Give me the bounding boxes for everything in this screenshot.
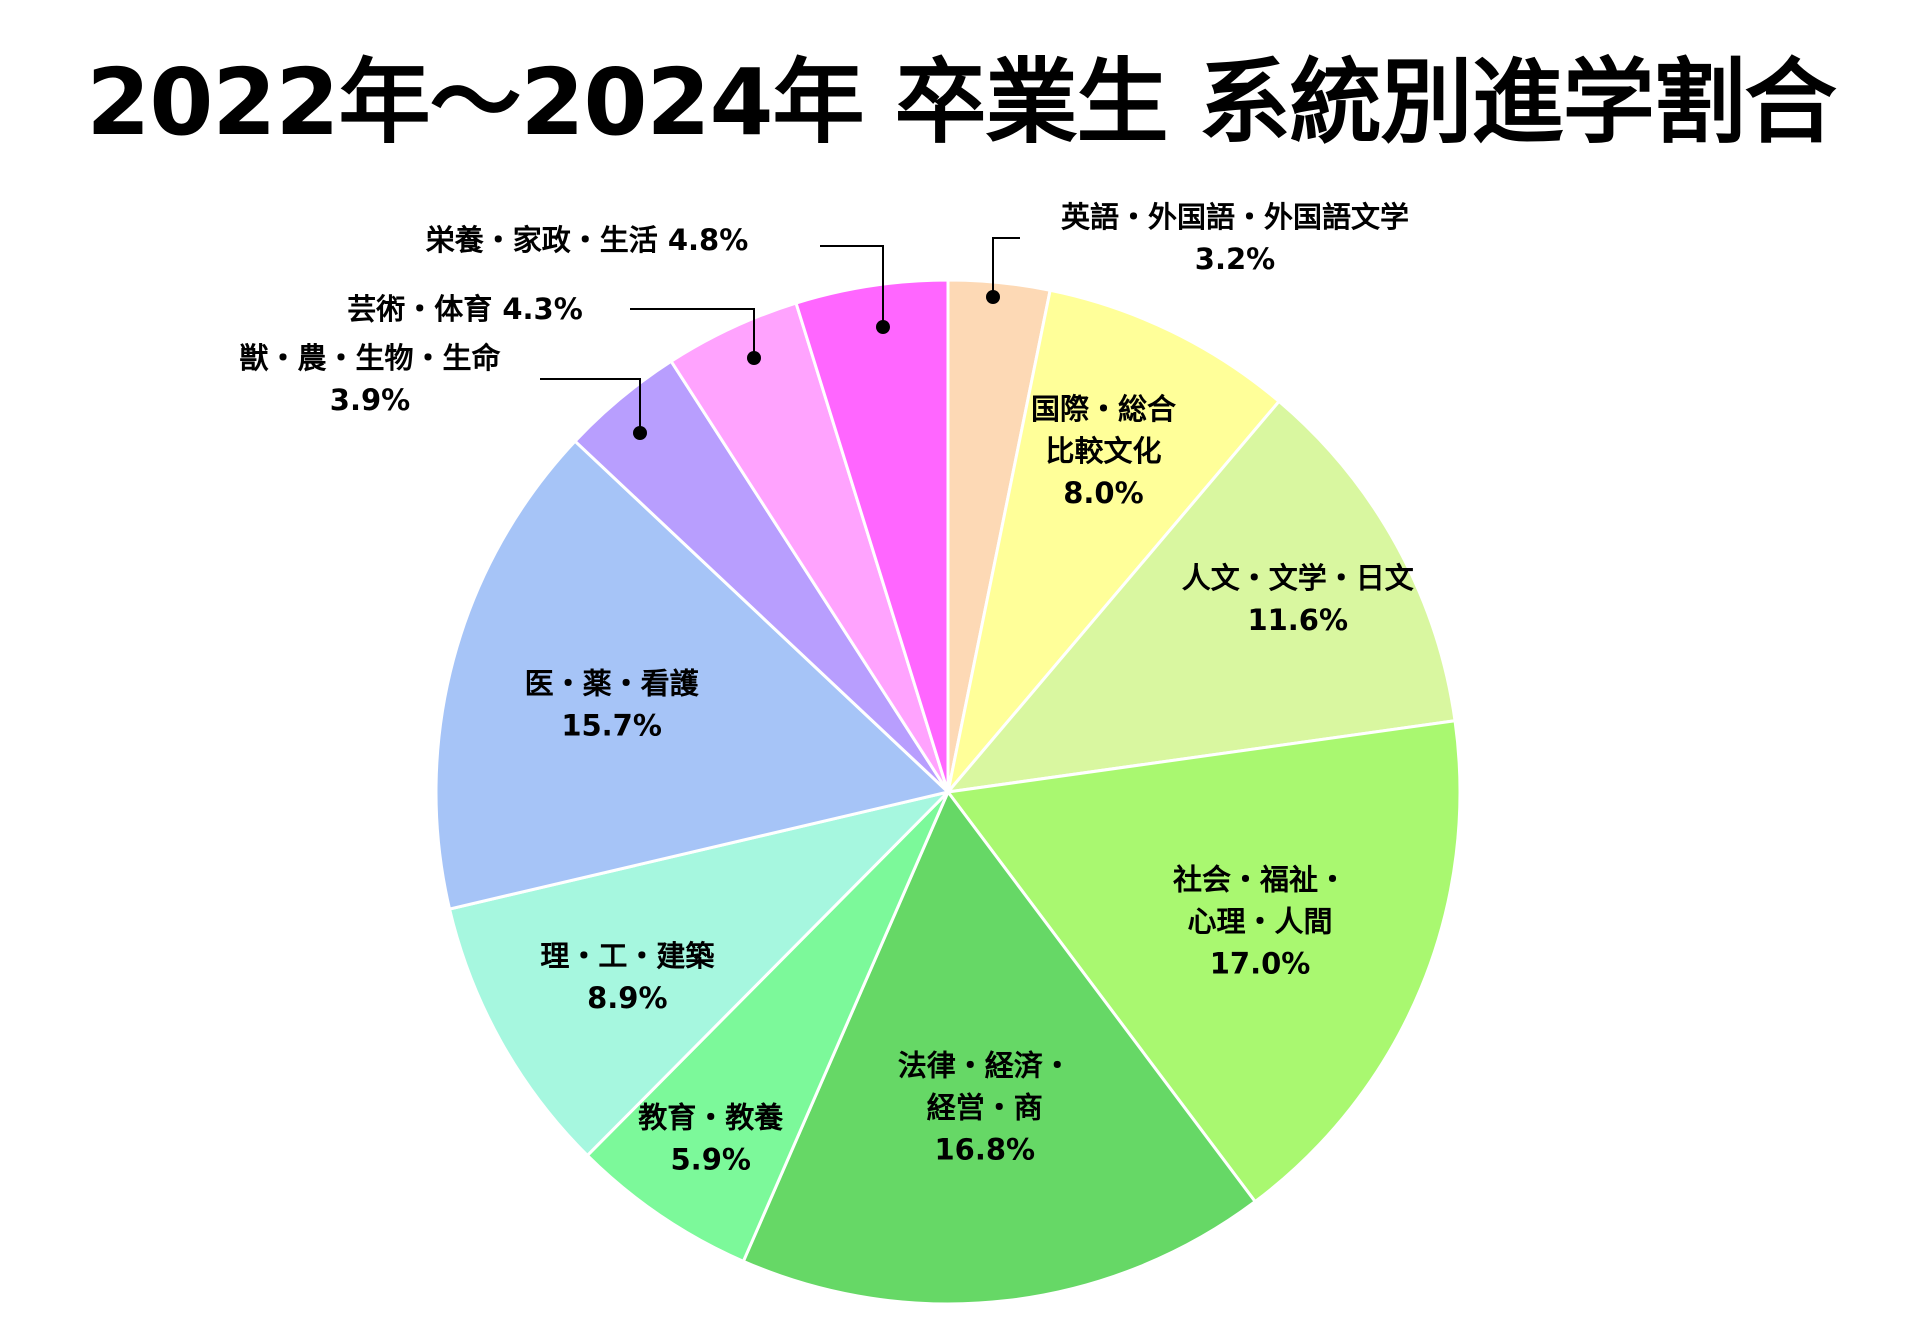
leader-dot (633, 426, 647, 440)
slice-label: 獣・農・生物・生命 3.9% (239, 341, 501, 417)
slice-label-line: 芸術・体育 4.3% (347, 292, 583, 326)
slice-label: 医・薬・看護 15.7% (525, 666, 700, 742)
slice-label-line: 獣・農・生物・生命 (239, 341, 501, 375)
slice-label-line: 8.9% (587, 981, 667, 1015)
slice-label: 栄養・家政・生活 4.8% (426, 223, 749, 257)
slice-label-line: 17.0% (1210, 947, 1311, 981)
slice-labels: 英語・外国語・外国語文学 3.2% 国際・総合比較文化 8.0% 人文・文学・日文 11.… (239, 200, 1414, 1176)
leader-line (992, 237, 1020, 297)
slice-label-line: 社会・福祉・ (1173, 863, 1347, 897)
slice-label-line: 8.0% (1063, 476, 1143, 510)
slice-label-line: 11.6% (1247, 603, 1348, 637)
pie-slice (447, 789, 953, 1158)
pie-slices (434, 278, 1462, 1306)
slice-label: 法律・経済・経営・商 16.8% (898, 1048, 1072, 1166)
slice-label-line: 栄養・家政・生活 4.8% (426, 223, 749, 257)
slice-label-line: 国際・総合 (1031, 392, 1176, 426)
pie-slice (794, 278, 950, 793)
pie-slice (945, 719, 1462, 1204)
slice-label: 人文・文学・日文 11.6% (1182, 561, 1415, 637)
pie-slice (946, 288, 1282, 793)
pie-slice (434, 439, 952, 911)
slice-label-line: 法律・経済・ (898, 1048, 1072, 1082)
leader-dot (876, 320, 890, 334)
slice-label-line: 理・工・建築 (540, 939, 715, 973)
slice-label: 英語・外国語・外国語文学 3.2% (1061, 200, 1409, 276)
slice-label: 教育・教養 5.9% (638, 1100, 784, 1176)
leader-line (820, 245, 884, 327)
leader-line (540, 378, 641, 433)
slice-label-line: 人文・文学・日文 (1182, 561, 1415, 595)
slice-label-line: 3.2% (1195, 242, 1275, 276)
slice-label-line: 経営・商 (927, 1090, 1043, 1124)
pie-slice (944, 399, 1457, 795)
pie-slice (585, 790, 950, 1264)
slice-label-line: 医・薬・看護 (525, 666, 700, 700)
leader-lines (540, 237, 1020, 440)
pie-slice (741, 789, 1258, 1306)
slice-label-line: 3.9% (330, 383, 410, 417)
slice-label-line: 英語・外国語・外国語文学 (1061, 200, 1409, 234)
chart-title: 2022年～2024年 卒業生 系統別進学割合 (86, 49, 1836, 156)
slice-label-line: 5.9% (671, 1142, 751, 1176)
leader-line (630, 308, 755, 358)
slice-label-line: 比較文化 (1045, 434, 1161, 468)
slice-label-line: 教育・教養 (638, 1100, 784, 1134)
slice-label-line: 心理・人間 (1188, 905, 1333, 939)
slice-label: 理・工・建築 8.9% (540, 939, 715, 1015)
leader-dot (747, 351, 761, 365)
slice-label: 国際・総合比較文化 8.0% (1031, 392, 1176, 510)
slice-label: 芸術・体育 4.3% (347, 292, 583, 326)
slice-label-line: 15.7% (561, 708, 662, 742)
slice-label: 社会・福祉・心理・人間 17.0% (1173, 863, 1347, 981)
slice-label-line: 16.8% (934, 1132, 1035, 1166)
leader-dot (986, 290, 1000, 304)
